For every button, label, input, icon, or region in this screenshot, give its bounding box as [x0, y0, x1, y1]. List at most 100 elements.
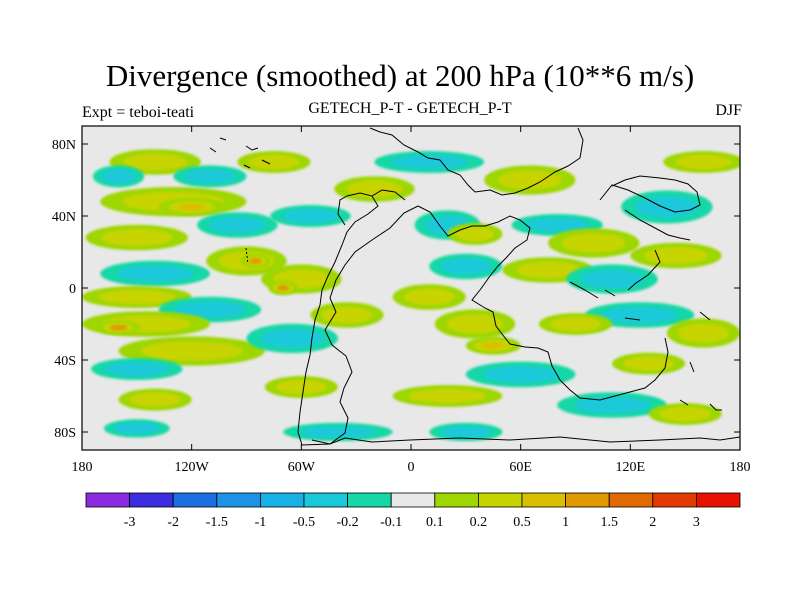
chart-title: Divergence (smoothed) at 200 hPa (10**6 …	[105, 58, 695, 93]
y-tick-label: 40S	[54, 354, 76, 369]
colorbar-swatch	[85, 492, 130, 508]
axis-layer: 180 120W 60W 0 60E 120E 180 80N 40N 0 40S 80S	[52, 126, 751, 475]
colorbar-swatch	[565, 492, 610, 508]
y-tick-label: 0	[69, 282, 76, 297]
contour-blob-47-mid	[623, 356, 675, 371]
contour-blob-33-core	[482, 341, 505, 350]
contour-blob-20-mid	[260, 328, 325, 348]
season-label: DJF	[715, 102, 742, 119]
contour-blob-25-mid	[113, 422, 160, 435]
colorbar-swatch	[696, 492, 741, 508]
contour-blob-30-mid	[440, 258, 492, 275]
colorbar-label: -2	[167, 515, 179, 530]
contour-blob-49-mid	[659, 406, 711, 422]
colorbar-label: -0.5	[293, 515, 315, 530]
coastline-asia	[569, 175, 711, 321]
colorbar-swatch	[172, 492, 218, 508]
colorbar-label: 1	[562, 515, 569, 530]
colorbar-label: 0.1	[426, 515, 444, 530]
colorbar-label: -3	[124, 515, 136, 530]
experiment-label: Expt = teboi-teati	[82, 104, 195, 121]
contour-blob-10-core	[249, 258, 262, 264]
contour-blob-29-mid	[455, 226, 495, 242]
model-comparison-label: GETECH_P-T - GETECH_P-T	[308, 100, 512, 117]
contour-blob-17-core	[109, 324, 128, 331]
colorbar-swatch	[129, 492, 174, 508]
coastline-north-america	[337, 189, 406, 226]
colorbar-label: 2	[649, 515, 656, 530]
colorbar: -3 -2 -1.5 -1 -0.5 -0.2 -0.1 0.1 0.2 0.5 1 1.5 2 3	[85, 492, 741, 530]
contour-blob-40-mid	[580, 269, 645, 289]
contour-blob-39-mid	[516, 261, 581, 279]
y-tick-label: 80S	[54, 426, 76, 441]
contour-blob-21-mid	[321, 306, 373, 324]
x-tick-label: 60E	[509, 460, 532, 475]
contour-blob-45-mid	[549, 316, 602, 332]
colorbar-swatch	[434, 492, 479, 508]
contour-blob-50-mid	[440, 426, 492, 438]
contour-blob-41-mid	[634, 196, 699, 218]
coastline-layer	[209, 127, 740, 446]
coastline-islands	[209, 137, 722, 411]
contour-blob-4-mid	[100, 169, 137, 184]
y-tick-label: 40N	[52, 210, 76, 225]
colorbar-label: -1.5	[206, 515, 228, 530]
contour-blob-18-mid	[140, 341, 243, 361]
contour-blob-27-mid	[390, 154, 468, 170]
contour-blob-35-mid	[409, 388, 486, 404]
contour-fill-layer	[82, 149, 740, 442]
colorbar-label: -1	[255, 515, 267, 530]
dotted-coast-segment	[245, 247, 249, 265]
contour-blob-36-mid	[497, 170, 562, 190]
colorbar-swatch	[347, 492, 392, 508]
contour-blob-42-mid	[644, 247, 709, 264]
colorbar-swatch	[652, 492, 697, 508]
contour-blob-32-mid	[446, 314, 504, 334]
x-tick-label: 120W	[175, 460, 210, 475]
x-tick-label: 0	[408, 460, 415, 475]
coastline-south-america	[297, 192, 419, 446]
contour-blob-46-mid	[677, 323, 730, 343]
contour-blob-14-mid	[98, 289, 176, 305]
contour-blob-11-mid	[116, 265, 194, 282]
contour-blob-5-mid	[184, 169, 236, 184]
coastline-europe-africa	[417, 205, 669, 401]
contour-blob-19-mid	[104, 361, 169, 377]
contour-blob-23-mid	[275, 379, 327, 395]
colorbar-label: -0.1	[380, 515, 402, 530]
x-tick-label: 180	[730, 460, 751, 475]
contour-blob-7-mid	[209, 216, 266, 234]
colorbar-swatch	[390, 492, 436, 508]
colorbar-label: -0.2	[337, 515, 359, 530]
y-tick-label: 80N	[52, 138, 76, 153]
contour-blob-8-mid	[101, 229, 173, 246]
contour-blob-44-mid	[601, 306, 678, 324]
contour-blob-34-mid	[482, 366, 560, 383]
contour-blob-1-mid	[248, 154, 300, 170]
contour-blob-0-mid	[123, 153, 188, 171]
coastline-antarctica	[311, 436, 740, 445]
contour-blob-13-core	[277, 285, 289, 291]
contour-blob-38-mid	[561, 233, 626, 253]
contour-blob-48-mid	[573, 396, 651, 414]
contour-blob-22-mid	[129, 392, 181, 407]
x-tick-label: 60W	[288, 460, 316, 475]
colorbar-swatch	[608, 492, 654, 508]
colorbar-swatch	[303, 492, 348, 508]
contour-blob-3-core	[178, 203, 205, 211]
x-tick-label: 180	[72, 460, 93, 475]
contour-blob-15-mid	[174, 301, 246, 318]
colorbar-label: 1.5	[600, 515, 618, 530]
colorbar-label: 0.5	[513, 515, 531, 530]
colorbar-label: 3	[693, 515, 700, 530]
colorbar-swatch	[477, 492, 523, 508]
colorbar-swatch	[259, 492, 305, 508]
contour-blob-37-mid	[525, 217, 590, 233]
contour-blob-31-mid	[403, 288, 455, 306]
colorbar-swatch	[216, 492, 261, 508]
colorbar-swatch	[521, 492, 566, 508]
colorbar-label: 0.2	[470, 515, 488, 530]
contour-blob-6-mid	[282, 208, 339, 224]
contour-blob-24-mid	[299, 426, 377, 438]
